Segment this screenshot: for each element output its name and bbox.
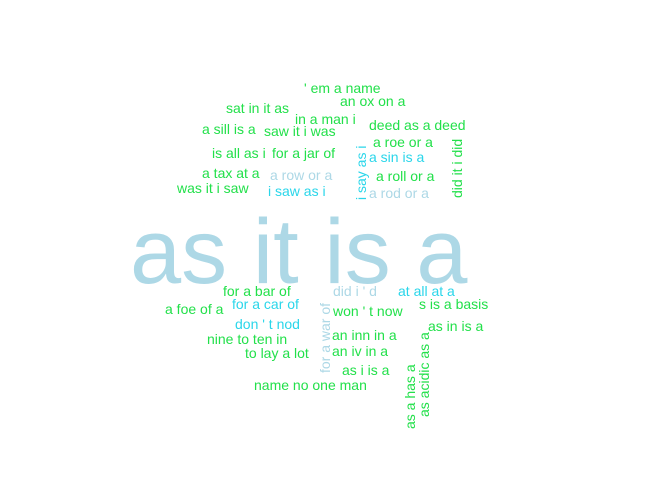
cloud-word: a tax at a — [202, 165, 260, 181]
cloud-word: was it i saw — [177, 180, 249, 196]
cloud-word: a sill is a — [202, 121, 256, 137]
cloud-word: for a bar of — [223, 283, 291, 299]
cloud-word: an inn in a — [332, 327, 397, 343]
cloud-word: as i is a — [342, 362, 390, 378]
cloud-word: to lay a lot — [245, 345, 309, 361]
cloud-word: an iv in a — [332, 343, 389, 359]
cloud-word: an ox on a — [340, 93, 406, 109]
cloud-word: is all as i — [212, 145, 266, 161]
cloud-word: as a has a — [402, 364, 418, 429]
cloud-word: for a car of — [232, 296, 299, 312]
cloud-word: for a jar of — [272, 145, 336, 161]
cloud-word: did it i did — [449, 138, 465, 198]
cloud-word: s is a basis — [419, 296, 489, 312]
cloud-word: won ' t now — [333, 303, 403, 319]
cloud-word: saw it i was — [264, 123, 336, 139]
cloud-word: sat in it as — [226, 100, 290, 116]
cloud-word: a roll or a — [376, 168, 435, 184]
cloud-word: nine to ten in — [207, 331, 288, 347]
cloud-word: a foe of a — [165, 301, 224, 317]
cloud-word: deed as a deed — [369, 117, 466, 133]
cloud-word: ' em a name — [304, 80, 381, 96]
cloud-word: a rod or a — [369, 185, 429, 201]
cloud-word: name no one man — [254, 377, 367, 393]
cloud-word: as in is a — [428, 318, 484, 334]
cloud-word: did i ' d — [333, 283, 377, 299]
cloud-word: for a war of — [317, 302, 333, 373]
cloud-word: don ' t nod — [235, 316, 300, 332]
cloud-word: i saw as i — [268, 183, 326, 199]
cloud-word: as it is a — [130, 201, 468, 303]
cloud-word: as acidic as a — [416, 332, 432, 417]
cloud-word: a row or a — [270, 167, 333, 183]
cloud-word: a sin is a — [369, 149, 425, 165]
cloud-word: i say as i — [353, 145, 369, 200]
cloud-word: at all at a — [398, 283, 455, 299]
cloud-word: a roe or a — [373, 134, 433, 150]
cloud-word: in a man i — [295, 111, 356, 127]
